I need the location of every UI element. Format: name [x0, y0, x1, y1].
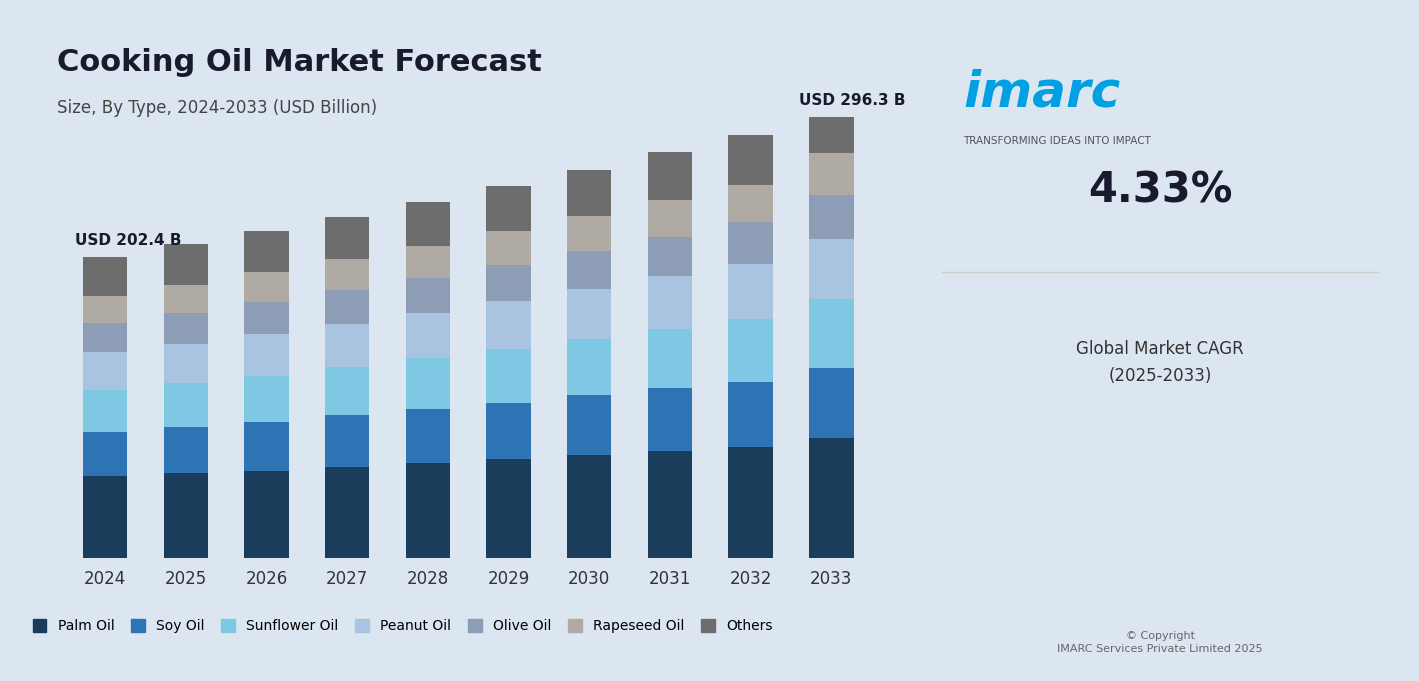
Bar: [728, 222, 773, 264]
Bar: [82, 476, 128, 558]
Bar: [568, 216, 612, 251]
Bar: [487, 301, 531, 349]
Bar: [728, 264, 773, 319]
Bar: [325, 415, 369, 467]
Bar: [809, 299, 854, 368]
Text: USD 296.3 B: USD 296.3 B: [799, 93, 905, 108]
Bar: [487, 460, 531, 558]
Bar: [487, 402, 531, 460]
Bar: [487, 231, 531, 264]
Bar: [568, 396, 612, 455]
Bar: [325, 324, 369, 367]
Bar: [406, 313, 450, 358]
Bar: [82, 432, 128, 476]
Bar: [406, 463, 450, 558]
Text: Size, By Type, 2024-2033 (USD Billion): Size, By Type, 2024-2033 (USD Billion): [57, 99, 377, 116]
Bar: [568, 289, 612, 338]
Bar: [728, 381, 773, 447]
Bar: [809, 239, 854, 299]
Bar: [406, 202, 450, 246]
Bar: [568, 455, 612, 558]
Bar: [163, 244, 209, 285]
Bar: [82, 257, 128, 296]
Bar: [809, 438, 854, 558]
Bar: [406, 246, 450, 278]
Bar: [82, 323, 128, 353]
Bar: [82, 353, 128, 390]
Bar: [809, 117, 854, 153]
Text: TRANSFORMING IDEAS INTO IMPACT: TRANSFORMING IDEAS INTO IMPACT: [964, 136, 1151, 146]
Bar: [163, 427, 209, 473]
Bar: [163, 345, 209, 383]
Text: © Copyright
IMARC Services Private Limited 2025: © Copyright IMARC Services Private Limit…: [1057, 631, 1263, 654]
Bar: [728, 447, 773, 558]
Bar: [648, 451, 692, 558]
Text: imarc: imarc: [964, 68, 1121, 116]
Bar: [244, 334, 288, 376]
Bar: [648, 237, 692, 276]
Text: 4.33%: 4.33%: [1088, 170, 1232, 212]
Bar: [406, 278, 450, 313]
Bar: [82, 390, 128, 432]
Bar: [648, 276, 692, 328]
Bar: [244, 471, 288, 558]
Bar: [325, 290, 369, 324]
Bar: [648, 200, 692, 237]
Bar: [487, 264, 531, 301]
Bar: [406, 409, 450, 463]
Bar: [568, 251, 612, 289]
Bar: [244, 376, 288, 422]
Bar: [728, 319, 773, 381]
Bar: [244, 231, 288, 272]
Bar: [325, 367, 369, 415]
Bar: [244, 302, 288, 334]
Bar: [244, 272, 288, 302]
Bar: [163, 285, 209, 313]
Text: USD 202.4 B: USD 202.4 B: [75, 233, 182, 248]
Bar: [82, 296, 128, 323]
Bar: [648, 153, 692, 200]
Bar: [325, 467, 369, 558]
Bar: [728, 136, 773, 185]
Bar: [487, 186, 531, 231]
Bar: [809, 153, 854, 195]
Bar: [163, 473, 209, 558]
Bar: [648, 328, 692, 388]
Bar: [406, 358, 450, 409]
Legend: Palm Oil, Soy Oil, Sunflower Oil, Peanut Oil, Olive Oil, Rapeseed Oil, Others: Palm Oil, Soy Oil, Sunflower Oil, Peanut…: [28, 615, 776, 637]
Bar: [325, 217, 369, 259]
Bar: [809, 195, 854, 239]
Bar: [728, 185, 773, 222]
Bar: [648, 388, 692, 451]
Bar: [163, 383, 209, 427]
Bar: [244, 422, 288, 471]
Bar: [568, 338, 612, 396]
Bar: [487, 349, 531, 402]
Text: Cooking Oil Market Forecast: Cooking Oil Market Forecast: [57, 48, 542, 77]
Bar: [809, 368, 854, 438]
Bar: [163, 313, 209, 345]
Text: Global Market CAGR
(2025-2033): Global Market CAGR (2025-2033): [1076, 340, 1244, 385]
Bar: [325, 259, 369, 290]
Bar: [568, 170, 612, 216]
